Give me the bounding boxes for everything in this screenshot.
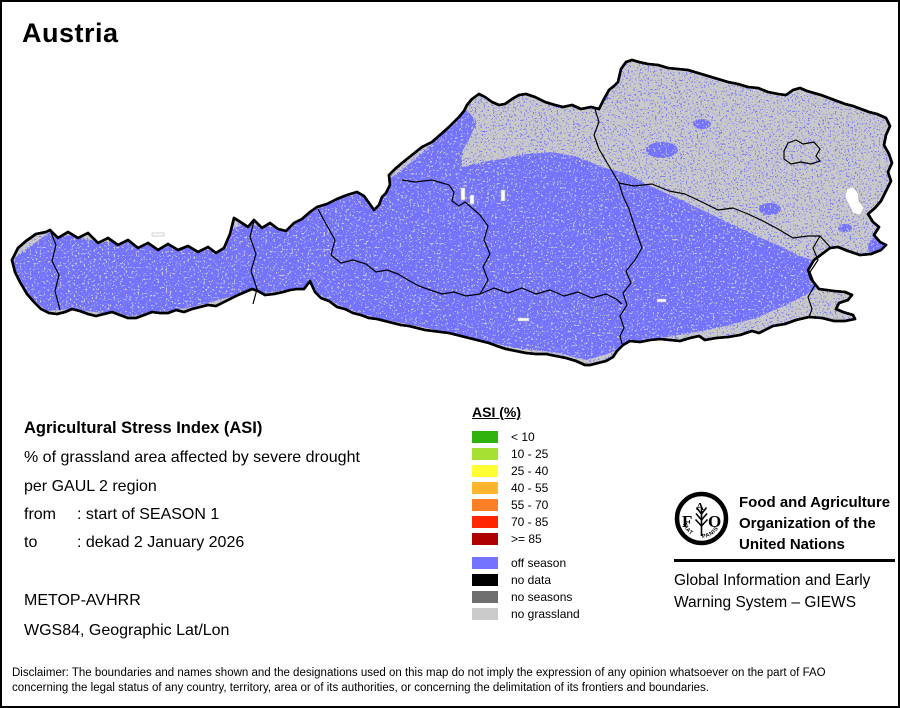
legend-swatch-10-25 [472,448,498,460]
legend-swatch-no-seasons [472,591,498,603]
legend-label: off season [511,556,567,570]
legend-label: no grassland [511,607,580,621]
legend-label: 40 - 55 [511,481,549,495]
legend-label: no seasons [511,590,573,604]
legend-row: 40 - 55 [472,481,580,495]
fao-letter-o: O [708,512,721,531]
legend-swatch-off-season [472,557,498,569]
legend-swatch-no-data [472,574,498,586]
branding-divider [674,559,895,562]
fao-org-name: Food and Agriculture Organization of the… [739,494,891,553]
legend-row: < 10 [472,430,580,444]
scattered-grassland-dots [12,60,892,365]
vienna-region-boundary [783,139,821,165]
legend-swatch-gte85 [472,533,498,545]
legend-label: >= 85 [511,532,542,546]
fao-logo-icon: F A O FIAT PANIS [674,491,729,546]
legend-row: no data [472,573,580,587]
legend-label: 25 - 40 [511,464,549,478]
projection-name: WGS84, Geographic Lat/Lon [24,622,230,639]
legend-label: 10 - 25 [511,447,549,461]
legend-swatch-25-40 [472,465,498,477]
lake-neusiedl [844,186,865,216]
wheat-ear-icon [694,507,709,536]
legend-swatch-no-grassland [472,608,498,620]
disclaimer-line-1: Disclaimer: The boundaries and names sho… [12,667,826,679]
period-to-line: to : dekad 2 January 2026 [24,534,244,552]
to-value: : dekad 2 January 2026 [77,534,245,551]
period-from-line: from : start of SEASON 1 [24,506,219,524]
map-legend: ASI (%) < 10 10 - 25 25 - 40 40 - 55 55 … [472,404,580,625]
giews-label: Global Information and Early Warning Sys… [674,572,871,611]
legend-row: no grassland [472,607,580,621]
sensor-name: METOP-AVHRR [24,592,141,609]
legend-row: 55 - 70 [472,498,580,512]
page-title: Austria [22,18,119,48]
legend-label: 55 - 70 [511,498,549,512]
legend-row: 70 - 85 [472,515,580,529]
legend-row: no seasons [472,590,580,604]
legend-row: off season [472,556,580,570]
legend-swatch-70-85 [472,516,498,528]
index-aggregation: per GAUL 2 region [24,478,157,495]
from-label: from [24,506,56,523]
from-value: : start of SEASON 1 [77,506,220,523]
lakes-layer [151,186,865,322]
to-label: to [24,534,38,551]
legend-row: 10 - 25 [472,447,580,461]
legend-row: 25 - 40 [472,464,580,478]
legend-row: >= 85 [472,532,580,546]
legend-swatch-40-55 [472,482,498,494]
fao-letter-f: F [682,512,692,531]
index-description: % of grassland area affected by severe d… [24,449,360,466]
legend-label: < 10 [511,430,535,444]
legend-swatch-55-70 [472,499,498,511]
legend-title: ASI (%) [472,404,521,420]
disclaimer-text: Disclaimer: The boundaries and names sho… [12,666,896,696]
legend-swatch-lt10 [472,431,498,443]
gaul2-region-boundaries [49,108,831,345]
legend-label: 70 - 85 [511,515,549,529]
off-season-grassland-layer [12,60,892,365]
index-heading: Agricultural Stress Index (ASI) [24,419,263,437]
legend-label: no data [511,573,552,587]
legend-extra-classes: off season no data no seasons no grassla… [472,556,580,621]
fao-letter-a: A [696,501,704,513]
disclaimer-line-2: concerning the legal status of any count… [12,681,709,694]
